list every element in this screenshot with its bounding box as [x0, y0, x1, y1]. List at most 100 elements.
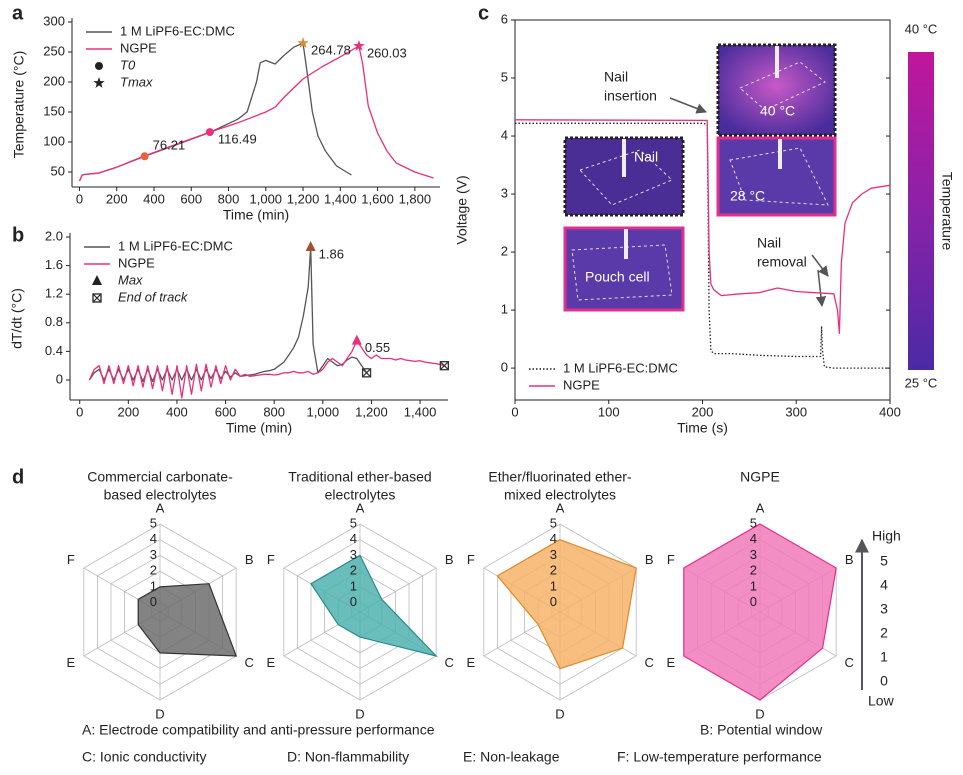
x-tick-label: 1,200	[287, 191, 320, 206]
radar-title: electrolytes	[325, 487, 396, 503]
marker-circle	[95, 62, 103, 70]
y-tick-label: 0	[501, 360, 508, 375]
annotation-arrow	[815, 269, 827, 308]
marker-shape	[362, 368, 371, 378]
legend-label: Max	[118, 272, 143, 287]
axis-note: E: Non-leakage	[463, 749, 560, 765]
radar-title: Traditional ether-based	[288, 469, 431, 485]
y-axis-label: Temperature (°C)	[11, 51, 27, 159]
radar-axis-label: D	[755, 706, 764, 721]
legend-label: Tmax	[120, 74, 153, 89]
axis-note: A: Electrode compatibility and anti-pres…	[82, 722, 435, 738]
radar-axis-label: C	[245, 655, 254, 670]
y-tick-label: 0.4	[45, 343, 63, 358]
scale-tick: 3	[880, 601, 888, 617]
x-axis-label: Time (min)	[226, 420, 292, 436]
radar-tick-label: 0	[350, 594, 357, 609]
y-tick-label: 6	[501, 11, 508, 26]
inset-label: 28 °C	[730, 188, 765, 204]
radar-tick-label: 4	[550, 531, 557, 546]
radar-axis-label: C	[845, 655, 854, 670]
nail	[778, 139, 782, 169]
series-line	[78, 45, 434, 182]
cell-outline	[579, 149, 673, 206]
legend-label: NGPE	[120, 40, 157, 55]
x-tick-label: 800	[263, 404, 285, 419]
y-tick-label: 0.8	[45, 314, 63, 329]
cell-outline	[739, 61, 826, 111]
y-tick-label: 200	[43, 73, 65, 88]
x-tick-label: 600	[180, 191, 202, 206]
cell-outline	[571, 244, 673, 301]
annotation: removal	[757, 254, 807, 270]
radar-title: based electrolytes	[104, 487, 217, 503]
y-tick-label: 1	[501, 302, 508, 317]
marker-shape	[140, 152, 149, 161]
y-tick-label: 5	[501, 69, 508, 84]
radar-axis-label: F	[467, 552, 475, 567]
radar-tick-label: 1	[350, 578, 357, 593]
y-tick-label: 250	[43, 43, 65, 58]
radar-tick-label: 5	[550, 515, 557, 530]
panel-letter: c	[478, 2, 489, 24]
x-tick-label: 0	[76, 404, 83, 419]
y-tick-label: 1.2	[45, 286, 63, 301]
x-tick-label: 1,400	[324, 191, 357, 206]
legend-label: T0	[120, 57, 136, 72]
radar-axis-label: B	[245, 552, 254, 567]
legend-label: 1 M LiPF6-EC:DMC	[120, 23, 235, 38]
inset-images: 40 °C Nail 28 °C Pouch cell	[563, 43, 837, 312]
series-line	[88, 340, 445, 399]
marker-shape	[95, 62, 103, 70]
annotation-arrow	[811, 254, 829, 277]
y-tick-label: 150	[43, 103, 65, 118]
radar-tick-label: 2	[150, 563, 157, 578]
y-tick-label: 50	[51, 163, 65, 178]
marker-boxx	[361, 368, 372, 378]
nail	[622, 139, 626, 177]
annotation: Nail	[757, 235, 781, 251]
scale-tick: 2	[880, 625, 888, 641]
x-tick-label: 0	[76, 191, 83, 206]
radar-tick-label: 2	[350, 563, 357, 578]
y-axis-label: Voltage (V)	[454, 175, 470, 244]
radar-tick-label: 0	[150, 594, 157, 609]
colorbar-max: 40 °C	[905, 21, 938, 36]
panel-letter: d	[12, 466, 24, 488]
legend-label: 1 M LiPF6-EC:DMC	[563, 360, 678, 375]
scale-bottom: Low	[868, 693, 895, 709]
marker-shape	[92, 293, 102, 303]
marker-shape	[439, 361, 450, 371]
radar-tick-label: 2	[750, 563, 757, 578]
scale-tick: 1	[880, 649, 888, 665]
marker-shape	[93, 77, 105, 88]
annotations: Nail insertion Nail removal	[604, 69, 829, 308]
series-line	[515, 122, 890, 369]
radar-axis-label: F	[67, 552, 75, 567]
marker-triangle	[305, 241, 316, 252]
series-line	[514, 119, 891, 334]
y-tick-label: 4	[501, 127, 508, 142]
marker-triangle	[351, 334, 362, 345]
scale-tick: 4	[880, 577, 888, 593]
y-tick-label: 2.0	[45, 228, 63, 243]
radar-title: mixed electrolytes	[504, 487, 616, 503]
y-tick-label: 0	[56, 371, 63, 386]
radar-area	[496, 539, 637, 670]
y-tick-label: 100	[43, 133, 65, 148]
x-tick-label: 800	[218, 191, 240, 206]
inset-label: Pouch cell	[585, 269, 650, 285]
panel-letter: a	[12, 2, 24, 24]
marker-shape	[92, 275, 102, 285]
radar-tick-label: 4	[350, 531, 357, 546]
annotation: insertion	[604, 88, 657, 104]
x-tick-label: 1,200	[355, 404, 388, 419]
value-label: 264.78	[311, 43, 351, 58]
radar-title: Commercial carbonate-	[87, 469, 233, 485]
colorbar-label: Temperature	[939, 172, 955, 251]
radar-area	[137, 583, 238, 657]
radar-tick-label: 3	[350, 547, 357, 562]
radar-axis-label: F	[667, 552, 675, 567]
panel-letter: b	[12, 224, 24, 246]
